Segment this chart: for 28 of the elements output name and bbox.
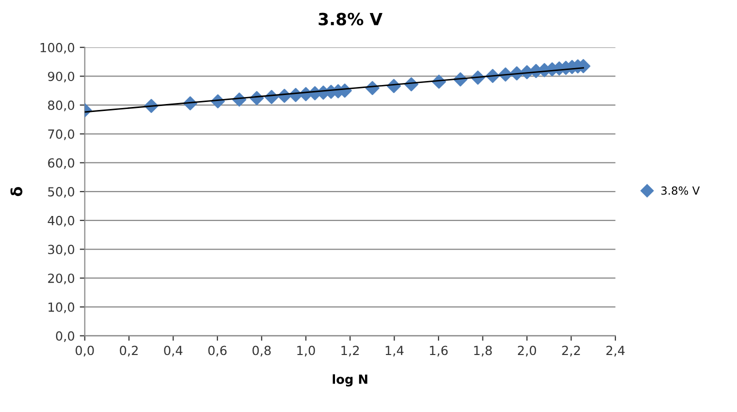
x-tick-label: 1,2 — [342, 346, 359, 356]
y-tick-label: 90,0 — [48, 72, 74, 82]
x-tick-label: 1,4 — [386, 346, 404, 356]
x-tick-label: 0,8 — [252, 346, 271, 356]
x-tick-label: 1,0 — [297, 346, 315, 356]
y-tick-label: 40,0 — [48, 216, 74, 227]
chart-title: 3.8% V — [318, 12, 382, 26]
legend-label: 3.8% V — [661, 186, 700, 195]
y-tick-label: 10,0 — [48, 302, 74, 314]
y-tick-label: 60,0 — [48, 158, 74, 169]
x-tick-label: 0,6 — [208, 346, 227, 356]
y-tick-label: 80,0 — [48, 100, 74, 112]
x-tick-label: 2,0 — [518, 346, 536, 356]
x-tick-label: 1,8 — [474, 346, 492, 356]
y-tick-label: 70,0 — [48, 129, 74, 140]
x-tick-label: 0,2 — [120, 346, 138, 356]
y-tick-label: 50,0 — [48, 187, 74, 198]
y-tick-label: 0,0 — [56, 331, 74, 342]
x-tick-label: 0,0 — [76, 346, 94, 356]
y-axis-title: δ — [10, 186, 22, 196]
x-tick-label: 2,4 — [606, 346, 625, 356]
y-tick-label: 100,0 — [40, 42, 74, 54]
y-tick-label: 20,0 — [48, 274, 74, 284]
x-tick-label: 1,6 — [430, 346, 448, 356]
x-tick-label: 0,4 — [164, 346, 182, 356]
y-tick-label: 30,0 — [48, 244, 74, 256]
x-tick-label: 2,2 — [562, 346, 580, 356]
x-axis-title: log N — [332, 374, 368, 386]
